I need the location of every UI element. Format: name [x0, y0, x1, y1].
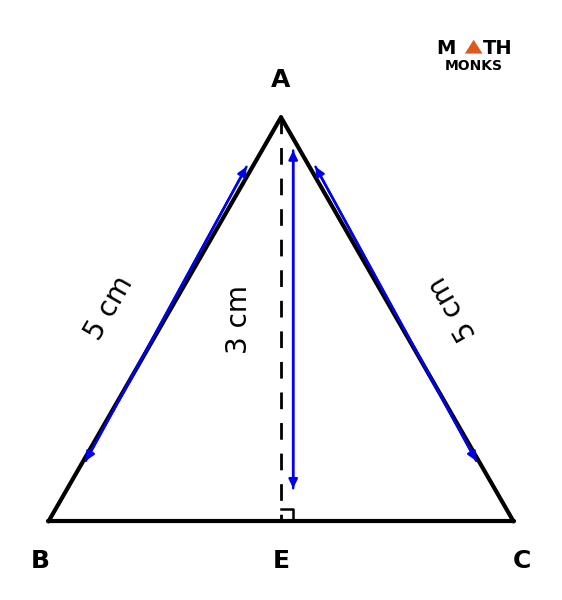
- Text: M: M: [436, 38, 455, 58]
- Text: 5 cm: 5 cm: [423, 271, 482, 345]
- Polygon shape: [465, 40, 483, 53]
- Text: B: B: [31, 549, 49, 573]
- Text: TH: TH: [483, 38, 513, 58]
- Text: A: A: [271, 68, 291, 92]
- Text: MONKS: MONKS: [445, 59, 502, 73]
- Text: E: E: [273, 549, 289, 573]
- Text: 5 cm: 5 cm: [80, 271, 139, 345]
- Text: 3 cm: 3 cm: [225, 285, 253, 354]
- Text: C: C: [513, 549, 531, 573]
